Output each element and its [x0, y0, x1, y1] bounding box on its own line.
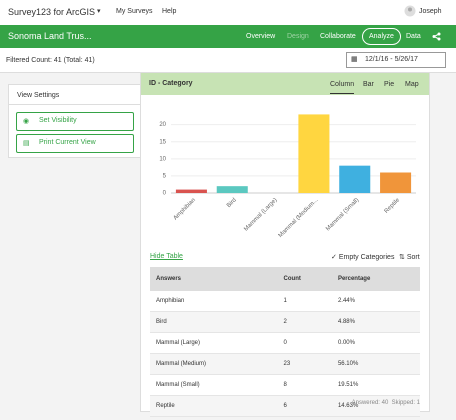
table-cell: 6 — [277, 395, 332, 417]
date-range: 12/1/16 - 5/26/17 — [365, 56, 418, 63]
table-cell: Mammal (Medium) — [150, 353, 278, 375]
bar — [175, 189, 207, 193]
tab[interactable]: Collaborate — [320, 33, 356, 40]
chart-tab[interactable]: Pie — [384, 81, 395, 88]
tab[interactable]: Overview — [246, 33, 276, 40]
bar — [298, 114, 330, 193]
y-tick-label: 10 — [159, 156, 166, 162]
table-cell: 1 — [277, 291, 332, 312]
survey-name: Sonoma Land Trus... — [8, 31, 92, 41]
table-row: Amphibian 1 2.44% — [150, 291, 420, 312]
checkbox-label: Empty Categories — [338, 254, 395, 261]
bar — [339, 165, 371, 193]
calendar-icon: ▦ — [351, 56, 358, 63]
tab-active[interactable]: Analyze — [362, 28, 401, 45]
panel-title: View Settings — [17, 92, 60, 99]
tab[interactable]: Design — [287, 33, 309, 40]
sort-label: Sort — [406, 254, 420, 261]
table-cell: Mammal (Large) — [150, 332, 278, 354]
card-header: ID - Category Column Bar Pie Map — [141, 73, 429, 95]
x-tick-label: Mammal (Small) — [325, 197, 360, 232]
x-tick-label: Mammal (Large) — [243, 197, 278, 232]
x-tick-label: Mammal (Medium... — [278, 197, 320, 239]
table-cell: 4.88% — [331, 311, 420, 333]
table-cell: Amphibian — [150, 291, 278, 312]
survey-bar: Sonoma Land Trus... Overview Design Coll… — [0, 25, 456, 48]
print-button[interactable]: ▤ Print Current View — [16, 134, 134, 153]
table-cell: Reptile — [150, 395, 278, 417]
filter-bar: Filtered Count: 41 (Total: 41) ▦ 12/1/16… — [0, 48, 456, 73]
nav-link[interactable]: My Surveys — [116, 8, 153, 15]
user-name[interactable]: Joseph — [419, 8, 442, 15]
table-row: Bird 2 4.88% — [150, 311, 420, 333]
x-tick-label: Amphibian — [173, 197, 197, 221]
y-tick-label: 5 — [163, 173, 167, 179]
share-icon[interactable] — [432, 32, 441, 41]
table-row: Reptile 6 14.63% — [150, 395, 420, 417]
user-avatar[interactable] — [404, 5, 416, 17]
y-tick-label: 0 — [163, 191, 167, 197]
card-title: ID - Category — [149, 80, 193, 87]
table-cell: 0.00% — [331, 332, 420, 354]
table-cell: 2.44% — [331, 291, 420, 312]
table-cell: 14.63% — [331, 395, 420, 417]
table-cell: 19.51% — [331, 374, 420, 396]
nav-link[interactable]: Help — [162, 8, 177, 15]
date-picker[interactable]: ▦ 12/1/16 - 5/26/17 — [346, 52, 446, 68]
app-title: Survey123 for ArcGIS — [8, 7, 96, 17]
table-cell: 8 — [277, 374, 332, 396]
chart-tab[interactable]: Map — [405, 81, 419, 88]
answers-table: Answers Count Percentage Amphibian 1 2.44% Bir… — [150, 267, 420, 417]
table-cell: Bird — [150, 311, 278, 333]
chart-tab-active[interactable]: Column — [330, 81, 355, 94]
table-cell: 56.10% — [331, 353, 420, 375]
column-header: Percentage — [331, 267, 420, 291]
view-settings-panel: View Settings ◉ Set Visibility ▤ Print Cur… — [8, 84, 142, 158]
bar — [380, 172, 412, 193]
table-cell: 23 — [277, 353, 332, 375]
top-bar: Survey123 for ArcGIS ▾ My Surveys Help J… — [0, 0, 456, 25]
x-tick-label: Bird — [226, 197, 238, 209]
y-tick-label: 15 — [159, 139, 166, 145]
table-row: Mammal (Large) 0 0.00% — [150, 332, 420, 354]
dropdown-icon[interactable]: ▾ — [97, 8, 101, 15]
button-label: Print Current View — [39, 139, 96, 146]
table-cell: Mammal (Small) — [150, 374, 278, 396]
chart-tab[interactable]: Bar — [363, 81, 374, 88]
column-header: Count — [277, 267, 332, 291]
table-cell: 2 — [277, 311, 332, 333]
table-cell: 0 — [277, 332, 332, 354]
column-header: Answers — [150, 267, 278, 291]
set-visibility-button[interactable]: ◉ Set Visibility — [16, 112, 134, 131]
filter-count: Filtered Count: 41 (Total: 41) — [6, 57, 95, 64]
x-tick-label: Reptile — [384, 197, 402, 215]
question-card: ID - Category Column Bar Pie Map 0 5 10 15 2… — [140, 72, 430, 417]
empty-categories-checkbox[interactable]: ✓ Empty Categories — [331, 254, 395, 261]
sort-button[interactable]: ⇅ Sort — [399, 254, 420, 261]
hide-table-link[interactable]: Hide Table — [150, 253, 183, 260]
button-label: Set Visibility — [39, 117, 77, 124]
tab[interactable]: Data — [406, 33, 421, 40]
answer-summary: Answered: 40 Skipped: 1 — [351, 400, 420, 406]
table-row: Mammal (Medium) 23 56.10% — [150, 353, 420, 375]
table-row: Mammal (Small) 8 19.51% — [150, 374, 420, 396]
y-tick-label: 20 — [159, 122, 166, 128]
bar — [216, 186, 248, 193]
